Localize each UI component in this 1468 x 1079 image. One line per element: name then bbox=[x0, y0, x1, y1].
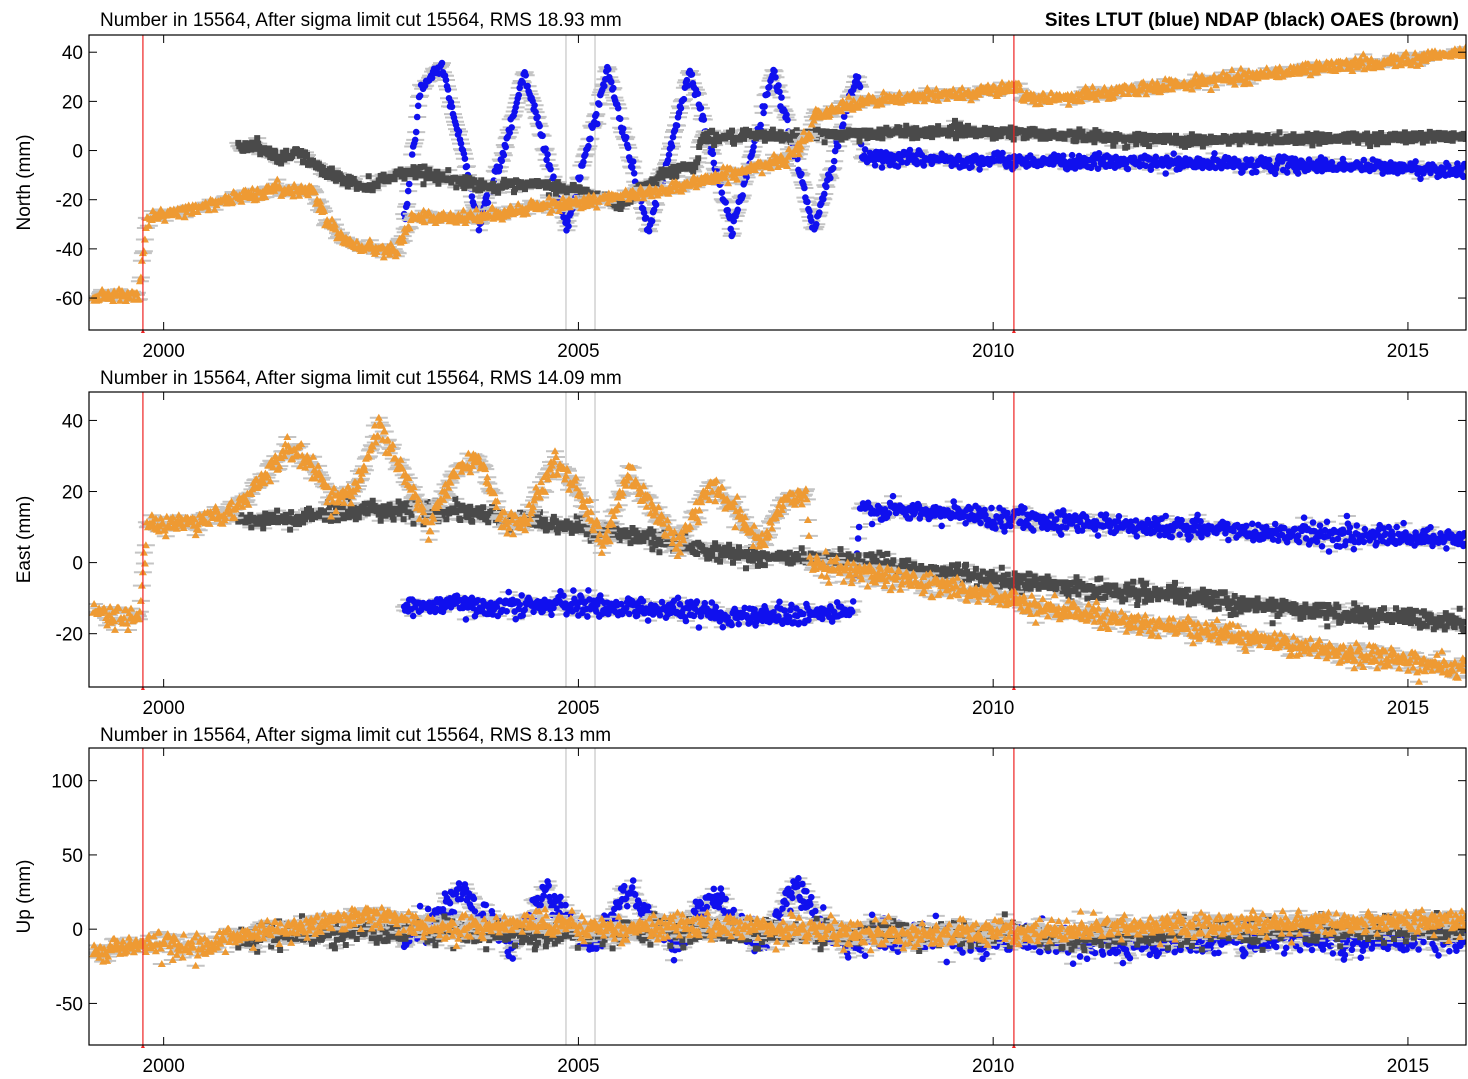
x-tick-label: 2010 bbox=[972, 1056, 1014, 1077]
y-tick-label: 40 bbox=[62, 411, 83, 432]
event-marker bbox=[1011, 1044, 1016, 1048]
panel-header-north: Number in 15564, After sigma limit cut 1… bbox=[100, 10, 622, 31]
event-marker bbox=[140, 686, 145, 690]
event-marker bbox=[1011, 329, 1016, 333]
y-tick-label: -40 bbox=[56, 240, 83, 261]
markers-NDAP bbox=[235, 117, 1466, 212]
markers-OAES bbox=[89, 43, 1466, 304]
event-marker bbox=[1011, 686, 1016, 690]
event-marker bbox=[140, 1044, 145, 1048]
y-tick-label: -20 bbox=[56, 625, 83, 646]
markers-OAES bbox=[89, 903, 1466, 969]
y-tick-label: 0 bbox=[72, 142, 83, 163]
y-tick-label: 50 bbox=[62, 846, 83, 867]
x-tick-label: 2010 bbox=[972, 698, 1014, 719]
y-tick-label: 100 bbox=[51, 772, 83, 793]
y-tick-label: -20 bbox=[56, 191, 83, 212]
markers-LTUT bbox=[400, 875, 1466, 967]
axes-frame-north bbox=[88, 34, 1467, 331]
axes-frame-up bbox=[88, 747, 1467, 1046]
plot-area-up bbox=[89, 748, 1466, 1045]
plot-area-north bbox=[89, 35, 1466, 330]
axes-frame-east bbox=[88, 391, 1467, 688]
panel-east: Number in 15564, After sigma limit cut 1… bbox=[14, 368, 1467, 719]
series-OAES-up bbox=[89, 903, 1466, 969]
x-tick-label: 2010 bbox=[972, 341, 1014, 362]
event-marker bbox=[140, 329, 145, 333]
y-tick-label: 40 bbox=[62, 43, 83, 64]
y-tick-label: 0 bbox=[72, 920, 83, 941]
plot-area-east bbox=[89, 392, 1466, 687]
x-tick-label: 2015 bbox=[1387, 1056, 1429, 1077]
panel-header-east: Number in 15564, After sigma limit cut 1… bbox=[100, 368, 622, 389]
markers-OAES bbox=[89, 413, 1466, 685]
x-tick-label: 2005 bbox=[557, 341, 599, 362]
panel-up: Number in 15564, After sigma limit cut 1… bbox=[14, 725, 1467, 1077]
panels: Number in 15564, After sigma limit cut 1… bbox=[14, 10, 1467, 1077]
x-tick-label: 2005 bbox=[557, 1056, 599, 1077]
x-tick-label: 2000 bbox=[143, 698, 185, 719]
y-tick-label: 20 bbox=[62, 483, 83, 504]
markers-LTUT bbox=[400, 492, 1466, 631]
x-tick-label: 2015 bbox=[1387, 341, 1429, 362]
series-OAES-east bbox=[89, 413, 1466, 685]
y-axis-label-east: East (mm) bbox=[14, 496, 35, 584]
y-tick-label: 0 bbox=[72, 554, 83, 575]
y-tick-label: 20 bbox=[62, 92, 83, 113]
y-tick-label: -60 bbox=[56, 289, 83, 310]
y-axis-label-up: Up (mm) bbox=[14, 860, 35, 934]
x-tick-label: 2015 bbox=[1387, 698, 1429, 719]
series-NDAP-north bbox=[229, 117, 1466, 212]
y-tick-label: -50 bbox=[56, 994, 83, 1015]
x-tick-label: 2000 bbox=[143, 1056, 185, 1077]
x-tick-label: 2000 bbox=[143, 341, 185, 362]
series-LTUT-east bbox=[395, 492, 1466, 631]
panel-header-up: Number in 15564, After sigma limit cut 1… bbox=[100, 725, 611, 746]
panel-north: Number in 15564, After sigma limit cut 1… bbox=[14, 10, 1467, 362]
x-tick-label: 2005 bbox=[557, 698, 599, 719]
y-axis-label-north: North (mm) bbox=[14, 134, 35, 230]
figure-title: Sites LTUT (blue) NDAP (black) OAES (bro… bbox=[1045, 10, 1459, 31]
